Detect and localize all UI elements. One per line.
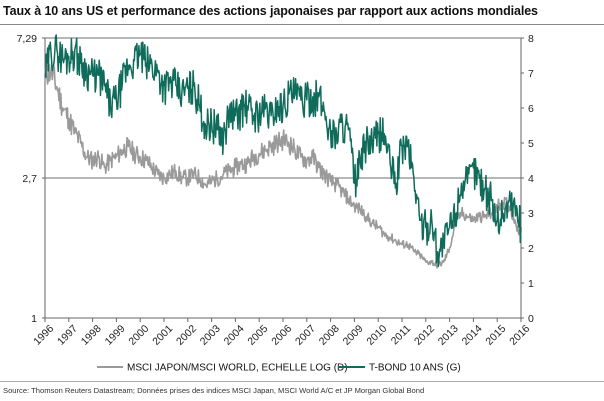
x-tick-label: 2001 bbox=[150, 323, 175, 348]
x-tick-label: 2010 bbox=[364, 323, 389, 348]
x-tick-label: 2000 bbox=[126, 323, 151, 348]
x-tick-label: 1998 bbox=[79, 323, 104, 348]
right-tick-label: 7 bbox=[528, 68, 534, 80]
right-tick-label: 3 bbox=[528, 208, 534, 220]
axes: 12,77,2901234567819961997199819992000200… bbox=[17, 33, 534, 348]
source-note: Source: Thomson Reuters Datastream; Donn… bbox=[3, 386, 425, 395]
right-tick-label: 0 bbox=[528, 313, 534, 325]
legend: MSCI JAPON/MSCI WORLD, ECHELLE LOG (D) T-… bbox=[97, 363, 461, 374]
right-tick-label: 8 bbox=[528, 33, 534, 45]
legend-label-msci: MSCI JAPON/MSCI WORLD, ECHELLE LOG (D) bbox=[127, 363, 348, 374]
right-tick-label: 4 bbox=[528, 173, 534, 185]
right-tick-label: 1 bbox=[528, 278, 534, 290]
x-tick-label: 2003 bbox=[198, 323, 223, 348]
msci-ratio-line bbox=[44, 59, 522, 269]
x-tick-label: 2002 bbox=[174, 323, 199, 348]
x-tick-label: 2013 bbox=[436, 323, 461, 348]
x-tick-label: 2016 bbox=[507, 323, 532, 348]
x-tick-label: 2008 bbox=[317, 323, 342, 348]
right-tick-label: 2 bbox=[528, 243, 534, 255]
x-tick-label: 2007 bbox=[293, 323, 318, 348]
x-tick-label: 1997 bbox=[55, 323, 80, 348]
x-tick-label: 1996 bbox=[31, 323, 56, 348]
x-tick-label: 2012 bbox=[412, 323, 437, 348]
series-lines bbox=[44, 34, 522, 269]
chart-title: Taux à 10 ans US et performance des acti… bbox=[3, 4, 538, 18]
x-tick-label: 1999 bbox=[103, 323, 128, 348]
legend-label-tbond: T-BOND 10 ANS (G) bbox=[369, 363, 461, 374]
left-tick-label: 2,7 bbox=[22, 173, 37, 185]
x-tick-label: 2006 bbox=[269, 323, 294, 348]
grid-lines bbox=[45, 37, 521, 179]
x-tick-label: 2014 bbox=[460, 323, 485, 348]
right-tick-label: 6 bbox=[528, 103, 534, 115]
left-tick-label: 1 bbox=[31, 313, 37, 325]
x-tick-label: 2009 bbox=[341, 323, 366, 348]
x-tick-label: 2011 bbox=[389, 323, 414, 348]
line-chart: 12,77,2901234567819961997199819992000200… bbox=[17, 33, 534, 374]
left-tick-label: 7,29 bbox=[17, 33, 38, 45]
tbond-line bbox=[44, 34, 522, 268]
x-tick-label: 2004 bbox=[222, 323, 247, 348]
source-divider bbox=[0, 381, 604, 382]
x-tick-label: 2015 bbox=[483, 323, 508, 348]
title-divider bbox=[0, 24, 604, 25]
right-tick-label: 5 bbox=[528, 138, 534, 150]
x-tick-label: 2005 bbox=[245, 323, 270, 348]
